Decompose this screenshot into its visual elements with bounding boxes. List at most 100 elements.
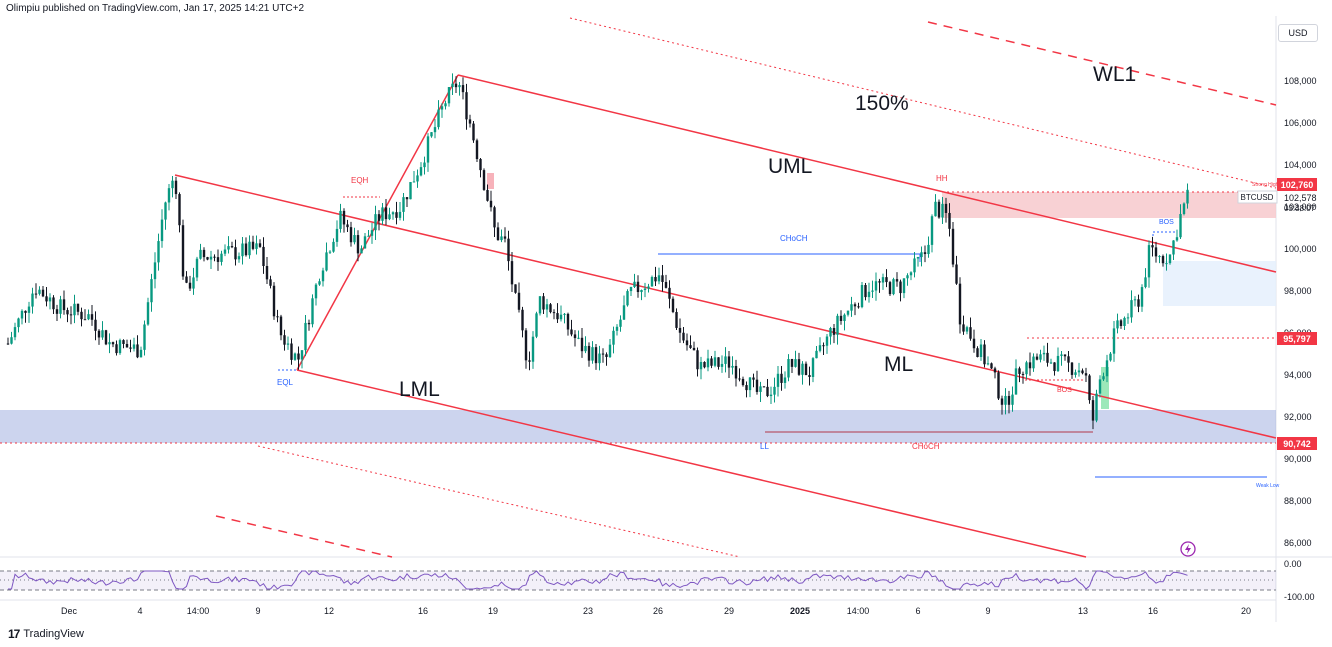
candle-body [745,385,748,391]
time-tick-label: 9 [985,606,990,616]
time-tick-label: 13 [1078,606,1088,616]
candle-body [17,318,20,328]
candle-body [188,282,192,289]
label-eqh: EQH [351,176,369,185]
candle-body [766,386,769,397]
candle-body [752,377,755,380]
candle-body [1147,245,1151,278]
candle-body [671,298,675,313]
candle-body [605,354,608,357]
candle-body [808,375,811,377]
candle-body [101,330,104,338]
candle-body [48,297,52,302]
tradingview-logo-icon: 17 [8,627,20,641]
candle-body [811,358,815,377]
candle-body [31,293,34,307]
time-tick-label: 16 [1148,606,1158,616]
price-tick-label: 100,000 [1284,244,1317,254]
candle-body [1053,362,1056,372]
candle-body [587,345,591,361]
candle-body [34,293,38,295]
candle-body [38,289,41,294]
candle-body [76,303,80,312]
wl1-line [927,21,1277,106]
candle-body [937,201,941,218]
candle-body [1112,328,1116,354]
candle-body [353,235,356,243]
time-axis[interactable]: Dec 4 14:00 9 12 16 19 23 26 29 2025 14:00 6 9 13 16 20 [61,606,1251,616]
candle-body [111,342,115,345]
candle-body [682,332,685,341]
brand-name: TradingView [23,628,84,640]
currency-scale-button[interactable]: USD [1278,24,1318,42]
label-uml: UML [768,155,812,178]
candle-body [1084,373,1088,376]
candle-body [213,256,216,258]
last-price: 102,578 [1284,193,1317,203]
candle-body [104,330,108,345]
candles-layer [6,73,1189,430]
candle-body [325,252,328,271]
candle-body [822,345,825,347]
candle-body [174,180,178,195]
candle-body [293,353,297,360]
candle-body [283,335,286,345]
candle-body [164,202,167,220]
candle-body [1067,356,1070,363]
candle-body [1123,317,1126,326]
candle-body [979,344,983,358]
candle-body [916,257,920,259]
candle-body [1060,354,1063,356]
candle-body [832,328,836,335]
candle-body [192,277,195,289]
candle-body [405,197,409,200]
candle-body [972,338,976,349]
candle-body [619,319,622,327]
candle-body [514,284,517,293]
candle-body [1032,356,1035,369]
symbol-tag: BTCUSD [1241,193,1274,202]
candle-body [1133,299,1137,301]
candle-body [290,343,293,360]
candle-body [857,306,860,308]
candle-body [377,214,381,221]
candle-body [615,326,619,331]
candle-body [1035,356,1039,360]
candle-body [535,313,538,337]
time-tick-label: 9 [255,606,260,616]
candle-body [258,243,262,247]
symbol-tag-bg [1237,190,1278,204]
candle-body [1168,254,1172,264]
candle-body [171,180,174,189]
label-strong-high: Strong High [1252,182,1279,188]
candle-body [223,249,227,254]
candle-body [839,315,843,321]
candle-body [440,106,444,110]
candle-body [62,299,66,311]
candle-body [486,189,489,201]
candle-body [489,200,493,208]
countdown: 03:38:07 [1284,204,1316,213]
candle-body [1004,395,1007,405]
price-tick-label: 88,000 [1284,496,1312,506]
time-tick-label: 19 [488,606,498,616]
candle-body [297,353,300,360]
candle-body [1042,352,1046,355]
candle-body [664,281,668,288]
candle-body [958,283,962,325]
imbalance-zone [1101,367,1109,409]
candle-body [363,236,367,249]
candle-body [1172,240,1175,255]
candle-body [244,243,248,256]
price-label-102760-bg [1277,178,1317,191]
uml-line [457,74,1277,273]
candle-body [955,264,958,284]
candle-body [1119,320,1123,326]
candle-body [794,359,797,367]
candle-body [738,378,741,380]
price-scale[interactable]: 86,00088,00090,00092,00094,00096,00098,0… [1284,76,1317,548]
candle-body [727,356,731,368]
candle-body [444,103,447,107]
candle-body [570,329,573,335]
